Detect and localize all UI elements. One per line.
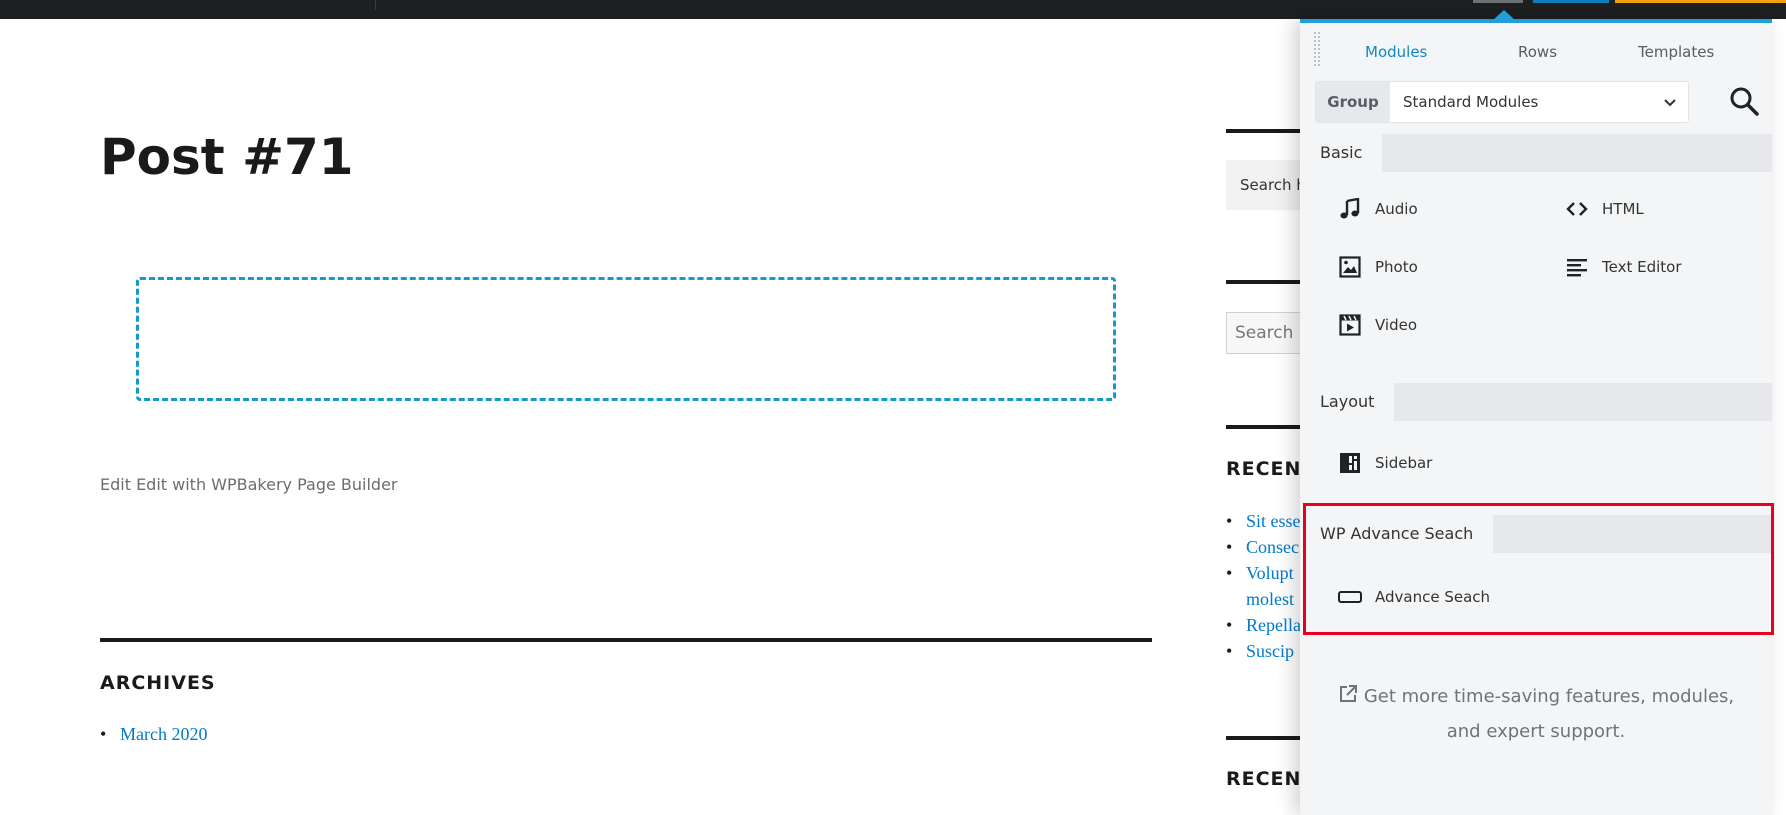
recent-post-link[interactable]: Sit esse [1226, 508, 1306, 534]
panel-pointer [1493, 10, 1515, 20]
row-drop-zone[interactable] [136, 277, 1116, 401]
module-advance-seach[interactable]: Advance Seach [1337, 582, 1490, 612]
admin-top-bar [0, 0, 1786, 19]
image-icon [1337, 254, 1363, 280]
top-bar-button-orange[interactable] [1615, 0, 1786, 3]
group-select-label: Group [1316, 82, 1390, 122]
section-header-wp-advance-seach: WP Advance Seach [1300, 515, 1772, 553]
section-title-layout: Layout [1300, 383, 1395, 421]
chevron-down-icon [1664, 99, 1676, 107]
promo-line-1: Get more time-saving features, modules, [1300, 679, 1772, 714]
sidebar-divider [1226, 280, 1306, 284]
module-label: Video [1375, 316, 1418, 334]
sidebar-layout-icon [1337, 450, 1363, 476]
tab-modules[interactable]: Modules [1365, 43, 1428, 61]
recent-post-link[interactable]: Volupt [1226, 560, 1306, 586]
sidebar-divider [1226, 736, 1306, 740]
module-label: HTML [1602, 200, 1644, 218]
top-bar-button-blue[interactable] [1533, 0, 1609, 3]
section-header-basic: Basic [1300, 134, 1772, 172]
group-select-value: Standard Modules [1403, 93, 1539, 111]
section-header-layout: Layout [1300, 383, 1772, 421]
recent-posts-heading: RECEN [1226, 458, 1302, 480]
promo-text-2: and expert support. [1446, 721, 1626, 742]
module-photo[interactable]: Photo [1337, 252, 1418, 282]
sidebar-search-field[interactable]: Search . [1226, 312, 1306, 354]
recent-post-link[interactable]: Consec [1226, 534, 1306, 560]
recent-comments-heading: RECEN [1226, 768, 1302, 790]
section-title-basic: Basic [1300, 134, 1383, 172]
recent-posts-list: Sit esse Consec Volupt molest Repella Su… [1226, 508, 1306, 664]
upgrade-promo[interactable]: Get more time-saving features, modules, … [1300, 679, 1772, 749]
music-note-icon [1337, 196, 1363, 222]
promo-text-1: Get more time-saving features, modules, [1363, 686, 1735, 707]
input-box-icon [1337, 584, 1363, 610]
module-audio[interactable]: Audio [1337, 194, 1418, 224]
drag-handle-icon[interactable] [1313, 31, 1320, 67]
sidebar-search-input[interactable]: Search h [1226, 160, 1306, 210]
code-icon [1564, 196, 1590, 222]
top-bar-divider [375, 0, 376, 10]
module-label: Audio [1375, 200, 1418, 218]
top-bar-button-grey[interactable] [1473, 0, 1523, 3]
sidebar-divider [1226, 129, 1306, 133]
module-label: Sidebar [1375, 454, 1433, 472]
module-html[interactable]: HTML [1564, 194, 1644, 224]
module-video[interactable]: Video [1337, 310, 1417, 340]
group-select[interactable]: Group Standard Modules [1315, 81, 1689, 123]
tab-rows[interactable]: Rows [1518, 43, 1558, 61]
tab-templates[interactable]: Templates [1638, 43, 1715, 61]
archives-list: March 2020 [100, 724, 207, 745]
highlight-box [1303, 503, 1774, 635]
post-title: Post #71 [100, 128, 354, 186]
module-label: Advance Seach [1375, 588, 1491, 606]
builder-content-panel: Modules Rows Templates Group Standard Mo… [1300, 10, 1774, 815]
external-link-icon [1339, 685, 1357, 702]
archive-link[interactable]: March 2020 [100, 724, 207, 745]
module-label: Text Editor [1602, 258, 1682, 276]
archives-heading: ARCHIVES [100, 672, 216, 694]
film-icon [1337, 312, 1363, 338]
module-text-editor[interactable]: Text Editor [1564, 252, 1682, 282]
recent-post-link[interactable]: Suscip [1226, 638, 1306, 664]
footer-divider [100, 638, 1152, 642]
recent-post-link-continued[interactable]: molest [1246, 589, 1294, 609]
text-lines-icon [1564, 254, 1590, 280]
section-title-wp-advance-seach: WP Advance Seach [1300, 515, 1494, 553]
panel-accent-line [1300, 19, 1772, 23]
module-sidebar[interactable]: Sidebar [1337, 448, 1432, 478]
sidebar-divider [1226, 425, 1306, 429]
recent-post-link[interactable]: Repella [1226, 612, 1306, 638]
search-icon[interactable] [1728, 85, 1760, 117]
post-edit-links[interactable]: Edit Edit with WPBakery Page Builder [100, 475, 398, 494]
module-label: Photo [1375, 258, 1418, 276]
